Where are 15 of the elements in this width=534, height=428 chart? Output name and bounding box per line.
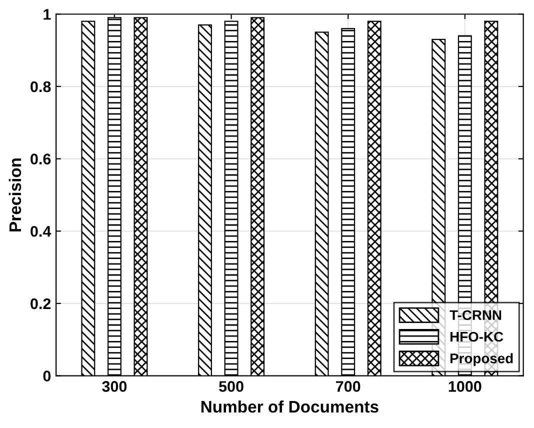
y-tick-label: 1	[44, 9, 51, 20]
y-axis-title: Precision	[8, 158, 22, 232]
y-tick-label: 0.4	[30, 226, 52, 237]
legend-label: Proposed	[450, 353, 513, 366]
y-tick-label: 0.6	[30, 154, 51, 164]
x-axis-title: Number of Documents	[201, 400, 378, 413]
y-tick-label: 0.2	[30, 298, 51, 310]
y-tick-label: 0	[43, 370, 51, 382]
legend-label: HFO-KC	[450, 332, 504, 342]
legend-label: T-CRNN	[450, 310, 502, 320]
x-tick-label: 300	[102, 381, 127, 392]
x-tick-label: 1000	[448, 381, 482, 392]
y-tick-label: 0.8	[30, 81, 51, 92]
x-tick-label: 700	[336, 381, 360, 392]
x-tick-label: 500	[219, 381, 244, 392]
